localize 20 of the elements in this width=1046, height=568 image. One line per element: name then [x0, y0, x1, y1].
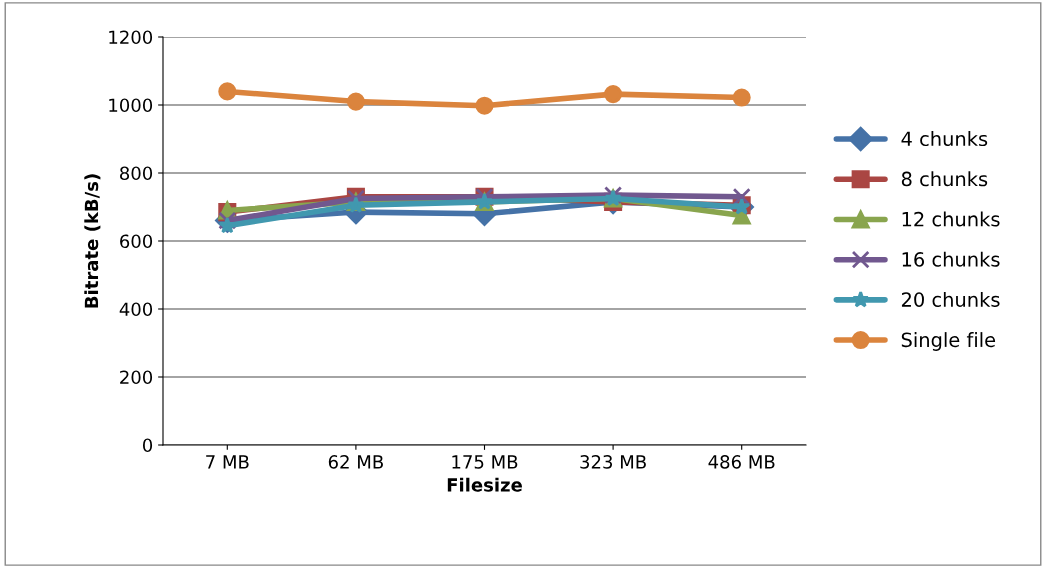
y-axis-title: Bitrate (kB/s) — [84, 174, 101, 308]
x-axis-title: Filesize — [447, 477, 522, 492]
y-tick-label: 800 — [120, 166, 153, 181]
x-tick-label: 486 MB — [708, 455, 775, 469]
x-tick-label: 7 MB — [206, 455, 249, 469]
y-tick-label: 600 — [120, 234, 153, 249]
x-tick-label: 323 MB — [580, 455, 646, 469]
x-tick-label: 62 MB — [328, 455, 383, 469]
y-tick-label: 200 — [120, 370, 153, 385]
legend-label: 12 chunks — [902, 211, 1000, 227]
legend-label: 20 chunks — [901, 291, 1000, 307]
legend-label: 4 chunks — [901, 131, 988, 147]
y-tick-label: 1000 — [109, 98, 153, 113]
y-tick-label: 0 — [142, 438, 153, 453]
x-tick-label: 175 MB — [452, 455, 518, 469]
legend-label: 16 chunks — [902, 251, 1000, 267]
y-tick-label: 1200 — [109, 30, 153, 45]
legend-label: Single file — [901, 332, 996, 351]
legend-label: 8 chunks — [901, 171, 988, 187]
y-tick-label: 400 — [119, 302, 153, 317]
